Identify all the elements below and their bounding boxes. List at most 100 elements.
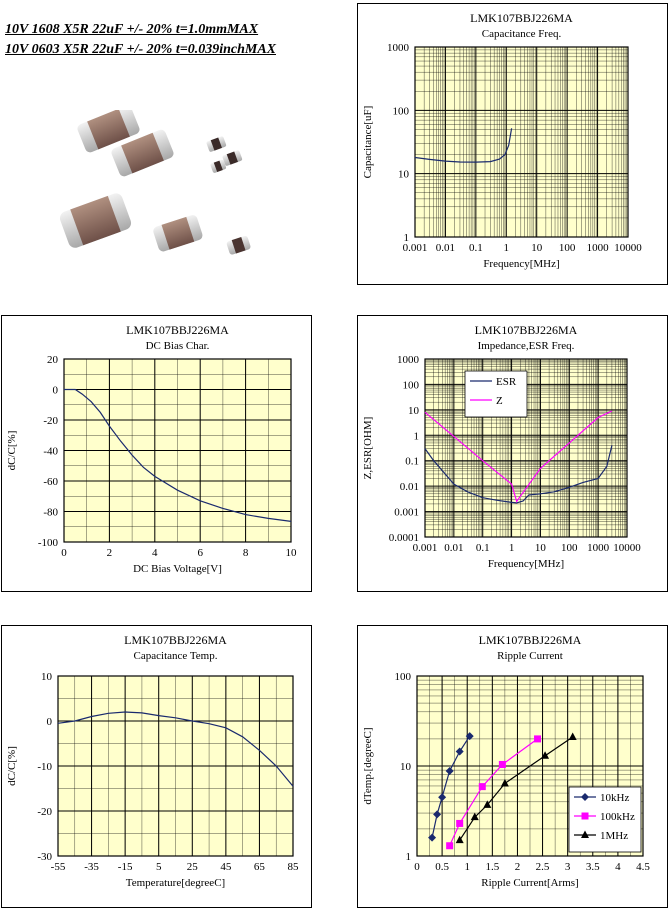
x-tick-label: 3.5 bbox=[586, 861, 600, 873]
series-line bbox=[414, 128, 513, 163]
x-tick-label: 4 bbox=[152, 547, 158, 559]
legend: 10kHz 100kHz 1MHz bbox=[568, 786, 642, 853]
y-tick-label: -20 bbox=[43, 415, 58, 427]
x-axis-label: Frequency[MHz] bbox=[483, 258, 559, 270]
data-point-100khz bbox=[498, 760, 506, 768]
y-tick-label: 1000 bbox=[397, 354, 420, 366]
y-tick-label: 100 bbox=[393, 105, 410, 117]
x-tick-label: 25 bbox=[187, 861, 199, 873]
x-tick-label: 2.5 bbox=[536, 861, 550, 873]
chart-part-number: LMK107BBJ226MA bbox=[126, 323, 229, 337]
x-tick-label: 3 bbox=[565, 861, 571, 873]
legend-label: ESR bbox=[496, 376, 517, 388]
data-point-1mhz bbox=[568, 732, 577, 741]
chart-part-number: LMK107BBJ226MA bbox=[124, 633, 227, 647]
y-tick-label: 0.0001 bbox=[389, 532, 419, 544]
y-tick-label: -60 bbox=[43, 476, 58, 488]
data-point-100khz bbox=[446, 842, 454, 850]
x-tick-label: 10000 bbox=[614, 242, 642, 254]
y-tick-label: 100 bbox=[395, 671, 412, 683]
data-point-100khz bbox=[456, 819, 464, 827]
y-tick-label: -10 bbox=[37, 761, 52, 773]
x-tick-label: 4.5 bbox=[636, 861, 650, 873]
part-spec-line-2: 10V 0603 X5R 22uF +/- 20% t=0.039inchMAX bbox=[5, 42, 276, 57]
legend-label: Z bbox=[496, 395, 503, 407]
data-point-100khz bbox=[534, 735, 542, 743]
x-tick-label: 0.01 bbox=[436, 242, 455, 254]
chart-title: Capacitance Temp. bbox=[134, 650, 218, 662]
data-point-10khz bbox=[445, 766, 454, 775]
y-tick-label: 1000 bbox=[387, 42, 410, 54]
plot-area bbox=[415, 47, 628, 237]
x-tick-label: 2 bbox=[515, 861, 521, 873]
x-axis-label: Ripple Current[Arms] bbox=[481, 877, 578, 889]
y-axis-label: dC/C[%] bbox=[6, 746, 18, 786]
y-tick-label: 10 bbox=[41, 671, 53, 683]
y-tick-label: -80 bbox=[43, 507, 58, 519]
x-tick-label: -35 bbox=[84, 861, 99, 873]
chart-title: Impedance,ESR Freq. bbox=[478, 340, 575, 352]
legend-label: 10kHz bbox=[600, 792, 629, 804]
legend-label: 100kHz bbox=[600, 811, 635, 823]
x-tick-label: 100 bbox=[559, 242, 576, 254]
x-tick-label: 1 bbox=[509, 542, 515, 554]
data-point-1mhz bbox=[500, 778, 509, 787]
y-axis-label: dTemp.[degreeC] bbox=[362, 727, 374, 804]
chart-title: Capacitance Freq. bbox=[482, 28, 562, 40]
y-axis-label: dC/C[%] bbox=[6, 431, 18, 471]
x-tick-label: 1 bbox=[464, 861, 470, 873]
y-tick-label: 0.001 bbox=[394, 507, 419, 519]
x-tick-label: 10 bbox=[531, 242, 543, 254]
x-tick-label: 0.5 bbox=[435, 861, 449, 873]
chart-part-number: LMK107BBJ226MA bbox=[479, 633, 582, 647]
x-axis-label: Frequency[MHz] bbox=[488, 558, 564, 570]
x-tick-label: 0.01 bbox=[444, 542, 463, 554]
x-tick-label: -15 bbox=[118, 861, 133, 873]
y-tick-label: -20 bbox=[37, 806, 52, 818]
chip-xl-bottom bbox=[59, 193, 132, 248]
x-tick-label: 10 bbox=[286, 547, 298, 559]
x-tick-label: 1000 bbox=[587, 242, 610, 254]
x-tick-label: 1 bbox=[504, 242, 510, 254]
data-point-1mhz bbox=[455, 835, 464, 844]
series-line-z bbox=[424, 410, 613, 503]
y-tick-label: 10 bbox=[408, 405, 420, 417]
chip-large-mid bbox=[111, 129, 174, 177]
x-tick-label: 0 bbox=[61, 547, 67, 559]
x-tick-label: 0.001 bbox=[403, 242, 428, 254]
chart-ripple-current: LMK107BBJ226MA Ripple Current 0 0.5 1 1.5 2 2.5… bbox=[362, 633, 650, 889]
series-line bbox=[57, 711, 294, 787]
part-spec-line-1: 10V 1608 X5R 22uF +/- 20% t=1.0mmMAX bbox=[5, 22, 259, 37]
y-tick-label: 1 bbox=[414, 430, 420, 442]
y-tick-label: 0.1 bbox=[405, 456, 419, 468]
x-tick-label: 10 bbox=[535, 542, 547, 554]
x-tick-label: 85 bbox=[288, 861, 300, 873]
data-point-1mhz bbox=[470, 812, 479, 821]
x-tick-label: 45 bbox=[220, 861, 232, 873]
x-tick-label: -55 bbox=[51, 861, 66, 873]
chart-part-number: LMK107BBJ226MA bbox=[475, 323, 578, 337]
y-tick-label: 0 bbox=[53, 385, 59, 397]
data-point-1mhz bbox=[541, 751, 550, 759]
series-line-10khz bbox=[431, 735, 471, 838]
x-tick-label: 4 bbox=[615, 861, 621, 873]
x-tick-label: 6 bbox=[197, 547, 203, 559]
x-tick-label: 1.5 bbox=[485, 861, 499, 873]
data-point-1mhz bbox=[483, 800, 492, 808]
product-photo bbox=[40, 105, 280, 270]
series-line-1mhz bbox=[459, 736, 574, 841]
y-tick-label: 1 bbox=[406, 851, 412, 863]
chart-title: Ripple Current bbox=[497, 650, 563, 662]
chart-part-number: LMK107BBJ226MA bbox=[470, 11, 573, 25]
legend: ESR Z bbox=[464, 370, 528, 418]
x-tick-label: 1000 bbox=[587, 542, 610, 554]
data-point-10khz bbox=[438, 793, 447, 802]
chart-capacitance-temp: LMK107BBJ226MA Capacitance Temp. -55 -35 -15… bbox=[6, 633, 300, 889]
chip-small-bottom bbox=[226, 235, 251, 255]
y-tick-label: -100 bbox=[38, 537, 59, 549]
chart-panel-dc-bias: LMK107BBJ226MA DC Bias Char. 0 2 4 6 8 10 -100 -8… bbox=[1, 315, 312, 592]
chart-panel-capacitance-freq: LMK107BBJ226MA Capacitance Freq. 0.001 0.01… bbox=[357, 3, 668, 285]
legend-label: 1MHz bbox=[600, 830, 628, 842]
x-tick-label: 100 bbox=[561, 542, 578, 554]
x-tick-label: 65 bbox=[254, 861, 266, 873]
